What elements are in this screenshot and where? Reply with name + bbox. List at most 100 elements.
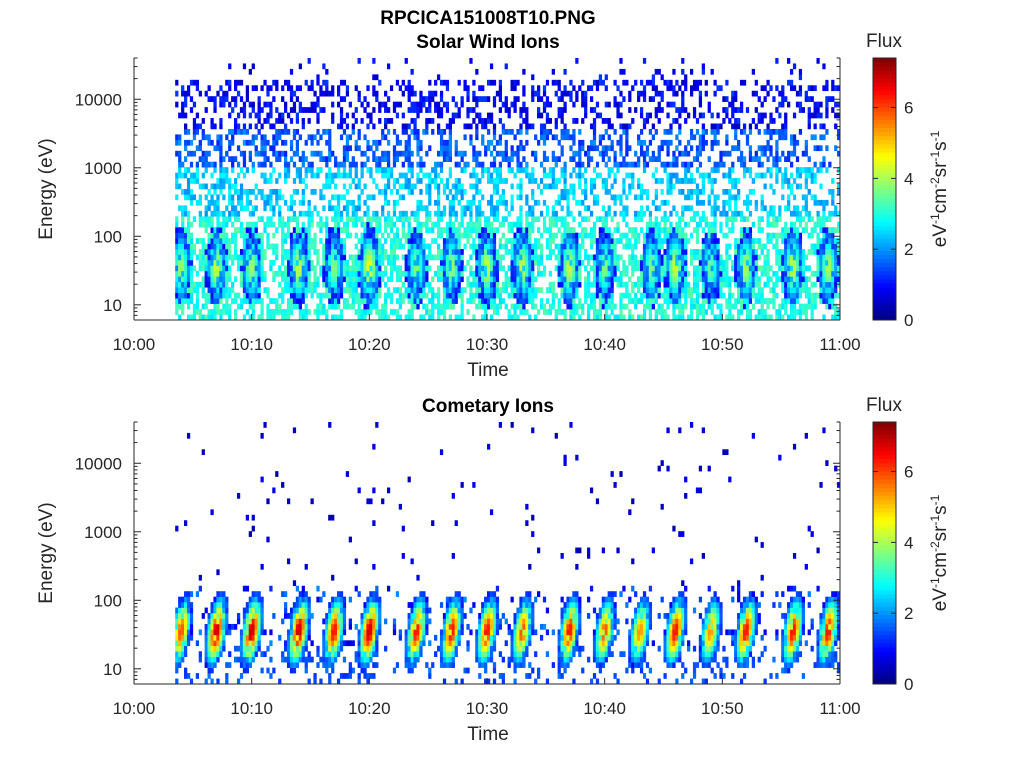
heatmap-cell bbox=[363, 281, 367, 288]
heatmap-cell bbox=[398, 276, 402, 283]
heatmap-cell bbox=[460, 183, 464, 190]
heatmap-cell bbox=[378, 314, 382, 321]
heatmap-cell bbox=[619, 270, 623, 277]
heatmap-cell bbox=[666, 281, 670, 288]
heatmap-cell bbox=[360, 292, 364, 299]
heatmap-cell bbox=[548, 128, 553, 135]
heatmap-cell bbox=[192, 303, 197, 310]
heatmap-cell bbox=[713, 178, 717, 184]
heatmap-cell bbox=[404, 238, 408, 244]
heatmap-cell bbox=[366, 303, 370, 310]
heatmap-cell bbox=[298, 287, 302, 294]
heatmap-cell bbox=[407, 134, 411, 141]
heatmap-cell bbox=[413, 123, 417, 130]
heatmap-cell bbox=[448, 254, 452, 261]
heatmap-cell bbox=[684, 118, 688, 124]
heatmap-cell bbox=[707, 178, 711, 184]
heatmap-cell bbox=[175, 254, 179, 261]
heatmap-cell bbox=[392, 161, 397, 168]
heatmap-cell bbox=[216, 205, 220, 212]
heatmap-cell bbox=[313, 265, 317, 272]
heatmap-cell bbox=[519, 238, 523, 244]
heatmap-cell bbox=[592, 292, 597, 299]
heatmap-cell bbox=[757, 96, 761, 102]
heatmap-cell bbox=[357, 276, 361, 283]
heatmap-cell bbox=[622, 189, 626, 195]
heatmap-cell bbox=[675, 265, 679, 272]
heatmap-cell bbox=[737, 254, 741, 261]
heatmap-cell bbox=[248, 243, 252, 250]
heatmap-cell bbox=[378, 167, 382, 173]
heatmap-cell bbox=[254, 205, 258, 212]
heatmap-cell bbox=[513, 270, 517, 277]
heatmap-cell bbox=[269, 101, 273, 108]
heatmap-cell bbox=[484, 298, 488, 304]
heatmap-cell bbox=[713, 259, 717, 266]
heatmap-cell bbox=[513, 281, 517, 288]
heatmap-cell bbox=[734, 134, 738, 141]
heatmap-cell bbox=[481, 167, 485, 173]
heatmap-cell bbox=[295, 189, 300, 195]
heatmap-cell bbox=[336, 243, 341, 250]
heatmap-cell bbox=[639, 314, 644, 321]
heatmap-cell bbox=[607, 243, 611, 250]
heatmap-cell bbox=[304, 309, 308, 315]
heatmap-cell bbox=[310, 287, 314, 294]
heatmap-cell bbox=[184, 287, 188, 294]
heatmap-cell bbox=[763, 254, 767, 261]
heatmap-cell bbox=[184, 139, 188, 146]
heatmap-cell bbox=[175, 227, 179, 233]
heatmap-cell bbox=[251, 85, 255, 92]
heatmap-cell bbox=[654, 249, 658, 255]
heatmap-cell bbox=[419, 189, 423, 195]
heatmap-cell bbox=[401, 298, 405, 304]
heatmap-cell bbox=[295, 281, 300, 288]
heatmap-cell bbox=[219, 118, 223, 124]
heatmap-cell bbox=[681, 107, 685, 113]
heatmap-cell bbox=[519, 243, 523, 250]
heatmap-cell bbox=[357, 145, 361, 152]
heatmap-cell bbox=[431, 287, 435, 294]
heatmap-cell bbox=[516, 243, 520, 250]
heatmap-cell bbox=[719, 303, 723, 310]
heatmap-cell bbox=[204, 243, 208, 250]
heatmap-cell bbox=[607, 167, 611, 173]
heatmap-cell bbox=[484, 243, 488, 250]
heatmap-cell bbox=[186, 238, 191, 244]
heatmap-cell bbox=[657, 243, 661, 250]
heatmap-cell bbox=[654, 298, 658, 304]
heatmap-cell bbox=[413, 259, 417, 266]
heatmap-cell bbox=[769, 150, 773, 157]
heatmap-cell bbox=[725, 265, 729, 272]
heatmap-cell bbox=[654, 156, 658, 163]
heatmap-cell bbox=[201, 238, 205, 244]
heatmap-cell bbox=[739, 259, 744, 266]
heatmap-cell bbox=[236, 259, 241, 266]
heatmap-cell bbox=[451, 303, 455, 310]
heatmap-cell bbox=[566, 227, 570, 233]
heatmap-cell bbox=[487, 292, 491, 299]
heatmap-cell bbox=[292, 254, 297, 261]
heatmap-cell bbox=[681, 249, 685, 255]
heatmap-cell bbox=[695, 309, 700, 315]
heatmap-cell bbox=[713, 123, 717, 130]
heatmap-cell bbox=[737, 139, 741, 146]
heatmap-cell bbox=[428, 199, 432, 206]
heatmap-cell bbox=[610, 238, 614, 244]
heatmap-cell bbox=[539, 128, 544, 135]
heatmap-cell bbox=[742, 156, 747, 163]
heatmap-cell bbox=[419, 101, 423, 108]
heatmap-cell bbox=[545, 309, 550, 315]
heatmap-cell bbox=[207, 259, 211, 266]
heatmap-cell bbox=[401, 292, 405, 299]
heatmap-cell bbox=[584, 281, 588, 288]
heatmap-cell bbox=[451, 287, 455, 294]
heatmap-cell bbox=[475, 128, 479, 135]
heatmap-cell bbox=[651, 232, 655, 239]
heatmap-cell bbox=[678, 276, 682, 283]
heatmap-cell bbox=[251, 221, 255, 228]
heatmap-cell bbox=[378, 156, 382, 163]
heatmap-cell bbox=[589, 139, 594, 146]
heatmap-cell bbox=[504, 249, 508, 255]
heatmap-cell bbox=[213, 183, 217, 190]
